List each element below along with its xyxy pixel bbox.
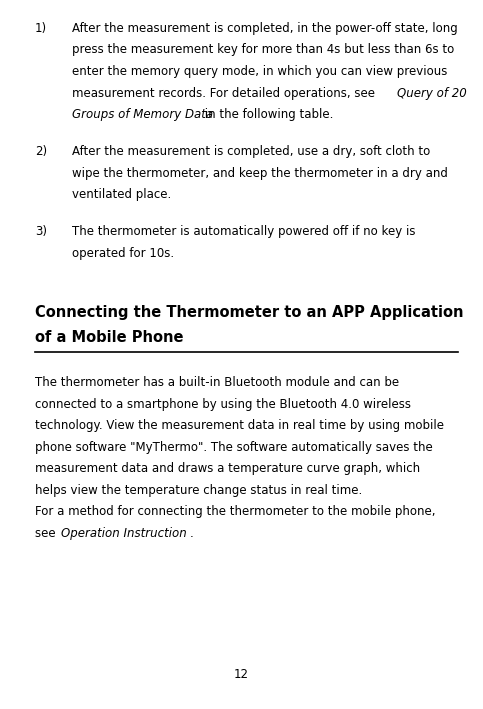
Text: After the measurement is completed, in the power-off state, long: After the measurement is completed, in t… <box>72 22 458 35</box>
Text: 2): 2) <box>35 145 47 158</box>
Text: technology. View the measurement data in real time by using mobile: technology. View the measurement data in… <box>35 419 444 432</box>
Text: wipe the thermometer, and keep the thermometer in a dry and: wipe the thermometer, and keep the therm… <box>72 167 448 179</box>
Text: operated for 10s.: operated for 10s. <box>72 247 174 259</box>
Text: measurement data and draws a temperature curve graph, which: measurement data and draws a temperature… <box>35 462 420 475</box>
Text: .: . <box>190 527 194 540</box>
Text: phone software "MyThermo". The software automatically saves the: phone software "MyThermo". The software … <box>35 441 433 454</box>
Text: Query of 20: Query of 20 <box>397 86 467 99</box>
Text: 1): 1) <box>35 22 47 35</box>
Text: ventilated place.: ventilated place. <box>72 188 171 201</box>
Text: see: see <box>35 527 59 540</box>
Text: connected to a smartphone by using the Bluetooth 4.0 wireless: connected to a smartphone by using the B… <box>35 398 411 411</box>
Text: For a method for connecting the thermometer to the mobile phone,: For a method for connecting the thermome… <box>35 506 436 518</box>
Text: of a Mobile Phone: of a Mobile Phone <box>35 330 184 345</box>
Text: Groups of Memory Data: Groups of Memory Data <box>72 108 213 121</box>
Text: helps view the temperature change status in real time.: helps view the temperature change status… <box>35 484 362 497</box>
Text: Connecting the Thermometer to an APP Application: Connecting the Thermometer to an APP App… <box>35 305 464 320</box>
Text: measurement records. For detailed operations, see: measurement records. For detailed operat… <box>72 86 379 99</box>
Text: The thermometer is automatically powered off if no key is: The thermometer is automatically powered… <box>72 225 415 238</box>
Text: 12: 12 <box>234 668 249 681</box>
Text: in the following table.: in the following table. <box>201 108 333 121</box>
Text: The thermometer has a built-in Bluetooth module and can be: The thermometer has a built-in Bluetooth… <box>35 376 399 389</box>
Text: After the measurement is completed, use a dry, soft cloth to: After the measurement is completed, use … <box>72 145 430 158</box>
Text: press the measurement key for more than 4s but less than 6s to: press the measurement key for more than … <box>72 43 454 57</box>
Text: Operation Instruction: Operation Instruction <box>61 527 187 540</box>
Text: enter the memory query mode, in which you can view previous: enter the memory query mode, in which yo… <box>72 65 447 78</box>
Text: 3): 3) <box>35 225 47 238</box>
